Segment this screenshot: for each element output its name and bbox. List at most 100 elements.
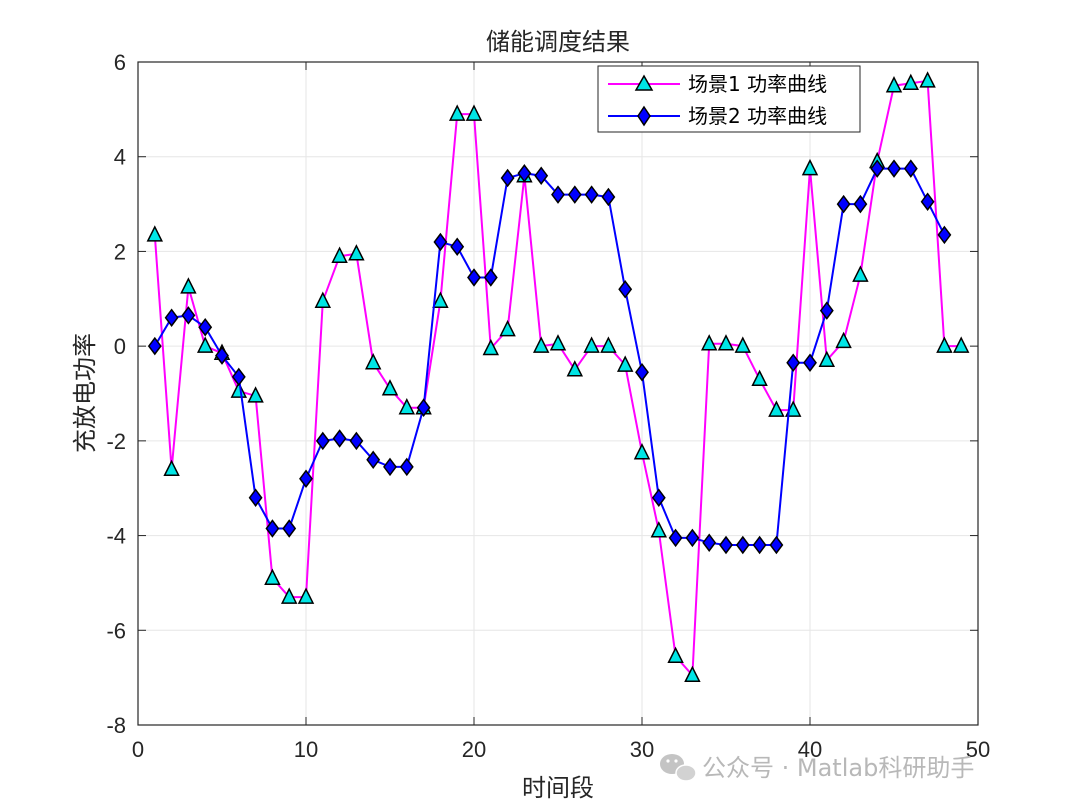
x-tick-label: 40 bbox=[798, 737, 822, 762]
series-2-point bbox=[299, 469, 313, 488]
series-2-point bbox=[231, 367, 246, 387]
series-1-point bbox=[532, 336, 550, 353]
series-1-point bbox=[331, 246, 348, 263]
series-1-point bbox=[549, 334, 567, 351]
series-2-point bbox=[887, 159, 901, 178]
series-1-point bbox=[600, 336, 617, 353]
series-1-point bbox=[264, 568, 281, 585]
legend: 场景1 功率曲线 场景2 功率曲线 bbox=[597, 65, 861, 133]
series-1-point bbox=[751, 369, 768, 387]
series-2-point bbox=[181, 306, 196, 325]
x-tick-label: 20 bbox=[462, 737, 486, 762]
series-1-point bbox=[919, 71, 936, 88]
series-2-point bbox=[567, 185, 582, 204]
series-2-point bbox=[265, 519, 280, 538]
series-2-point bbox=[551, 185, 565, 204]
series-2-point bbox=[282, 519, 297, 538]
series-2-point bbox=[769, 535, 784, 555]
series-1-point bbox=[482, 338, 500, 356]
y-tick-label: -6 bbox=[106, 618, 126, 643]
y-tick-label: 4 bbox=[114, 145, 126, 170]
series-1-point bbox=[247, 386, 264, 403]
series-2-point bbox=[836, 194, 851, 214]
series-2-point bbox=[685, 528, 700, 548]
series-2-point bbox=[164, 308, 179, 327]
legend-marker-1 bbox=[634, 74, 654, 91]
series-2-point bbox=[248, 488, 263, 507]
series-2-point bbox=[366, 450, 381, 470]
series-1-point bbox=[465, 104, 483, 121]
series-1-point bbox=[499, 319, 516, 337]
x-tick-label: 10 bbox=[294, 737, 318, 762]
series-2-point bbox=[500, 168, 515, 188]
y-tick-label: 0 bbox=[114, 334, 126, 359]
series-1-point bbox=[180, 277, 197, 294]
series-1-point bbox=[818, 350, 836, 368]
series-1-point bbox=[381, 379, 399, 396]
y-tick-label: 6 bbox=[114, 50, 126, 75]
series-1-point bbox=[280, 587, 298, 604]
series-2-point bbox=[819, 301, 834, 320]
series-1-point bbox=[852, 265, 869, 282]
series-1-point bbox=[146, 225, 164, 242]
series-layer bbox=[146, 71, 970, 683]
series-2 bbox=[147, 159, 952, 555]
series-1-point bbox=[314, 291, 332, 308]
series-2-point bbox=[332, 429, 347, 448]
series-2-point bbox=[853, 194, 868, 214]
series-2-point bbox=[315, 431, 330, 451]
series-1 bbox=[146, 71, 970, 683]
series-1-point bbox=[583, 336, 600, 353]
wechat-icon bbox=[660, 754, 697, 782]
series-1-point bbox=[566, 360, 584, 377]
watermark: 公众号 · Matlab科研助手 bbox=[660, 754, 974, 782]
series-2-point bbox=[786, 353, 801, 372]
series-2-point bbox=[433, 232, 448, 252]
series-1-point bbox=[448, 104, 466, 121]
series-1-point bbox=[717, 334, 735, 351]
series-2-point bbox=[920, 192, 935, 211]
series-2-point bbox=[584, 185, 599, 204]
series-1-point bbox=[952, 336, 970, 353]
legend-marker-2 bbox=[637, 105, 651, 127]
series-1-point bbox=[432, 291, 449, 308]
grid bbox=[138, 62, 978, 725]
series-1-point bbox=[163, 459, 180, 477]
series-1-point bbox=[936, 336, 953, 353]
x-axis-title: 时间段 bbox=[522, 774, 594, 802]
series-2-point bbox=[147, 336, 162, 356]
series-1-point bbox=[684, 665, 701, 683]
series-2-point bbox=[635, 362, 649, 382]
series-1-point bbox=[835, 331, 852, 349]
series-1-point bbox=[667, 646, 684, 664]
y-tick-label: 2 bbox=[114, 239, 126, 264]
series-1-point bbox=[364, 353, 382, 370]
series-2-point bbox=[803, 353, 817, 372]
legend-label-2: 场景2 功率曲线 bbox=[688, 104, 827, 128]
chart-title: 储能调度结果 bbox=[486, 28, 630, 56]
plot-frame bbox=[137, 61, 979, 726]
series-2-point bbox=[399, 457, 414, 477]
series-1-point bbox=[230, 381, 248, 398]
x-tick-label: 30 bbox=[630, 737, 654, 762]
series-1-point bbox=[616, 355, 634, 372]
series-1-point bbox=[768, 400, 785, 417]
y-tick-label: -8 bbox=[106, 713, 126, 738]
series-2-point bbox=[937, 225, 952, 245]
ticks: 0 10 20 30 40 50 -8 -6 -4 -2 0 2 4 6 bbox=[106, 50, 990, 762]
series-2-point bbox=[349, 431, 364, 451]
legend-label-1: 场景1 功率曲线 bbox=[688, 72, 827, 96]
series-1-point bbox=[196, 336, 214, 353]
series-1-point bbox=[734, 336, 752, 353]
series-1-point bbox=[885, 76, 903, 93]
series-2-point bbox=[534, 166, 549, 185]
series-1-point bbox=[633, 443, 651, 460]
series-2-point bbox=[517, 164, 532, 183]
series-2-point bbox=[618, 280, 633, 299]
series-2-point bbox=[735, 535, 750, 555]
series-1-point bbox=[297, 587, 315, 604]
series-1-point bbox=[902, 73, 920, 91]
series-2-point bbox=[601, 187, 616, 207]
y-tick-label: -4 bbox=[106, 524, 126, 549]
